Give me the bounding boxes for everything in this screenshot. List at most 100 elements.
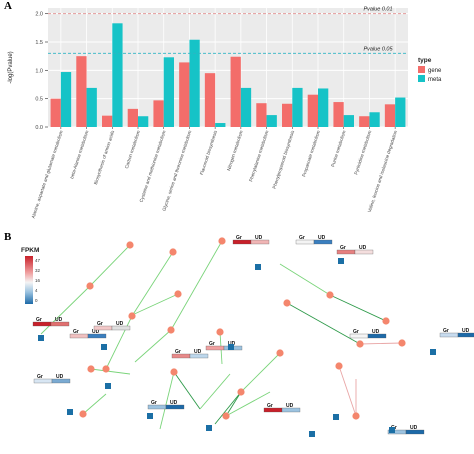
network-edge — [159, 371, 175, 430]
reference-line-label: Pvalue 0.05 — [363, 46, 393, 52]
plot-background — [48, 8, 408, 127]
enzyme-square — [105, 383, 111, 389]
y-axis-title: -log(Pvalue) — [8, 51, 14, 83]
bar-gene — [76, 56, 87, 127]
box-label-ud: UD — [194, 349, 202, 355]
metabolite-node — [218, 237, 226, 245]
bar-meta — [266, 115, 277, 127]
bar-gene — [230, 56, 241, 127]
expression-cell-ud — [87, 333, 107, 339]
panel-a-label: A — [4, 0, 12, 12]
bar-meta — [343, 115, 354, 127]
box-label-gr: Gr — [37, 374, 43, 380]
metabolite-node — [87, 365, 95, 373]
enzyme-square — [333, 414, 339, 420]
y-tick-label: 0.5 — [35, 97, 43, 103]
box-label-ud: UD — [55, 317, 63, 323]
network-edge — [129, 293, 179, 317]
network-edge — [359, 342, 403, 345]
expression-cell-ud — [51, 378, 71, 384]
colorbar-tick-label: 4 — [35, 288, 38, 293]
metabolite-node — [283, 299, 291, 307]
bar-gene — [50, 98, 61, 127]
network-edge — [105, 315, 133, 370]
bar-gene — [256, 103, 267, 127]
bar-gene — [153, 100, 164, 127]
colorbar-tick-label: 47 — [35, 258, 41, 263]
legend-label-meta: meta — [428, 77, 442, 83]
box-label-gr: Gr — [151, 400, 157, 406]
colorbar-tick-label: 32 — [35, 268, 41, 273]
enzyme-square — [101, 344, 107, 350]
colorbar-tick-label: 16 — [35, 278, 41, 283]
expression-cell-ud — [457, 332, 474, 338]
enzyme-square — [206, 425, 212, 431]
legend-swatch-meta — [418, 75, 425, 82]
box-label-ud: UD — [286, 403, 294, 409]
expression-cell-ud — [189, 353, 209, 359]
x-tick-label: Alanine, aspartate and glutamate metabol… — [31, 130, 64, 219]
metabolite-node — [102, 365, 110, 373]
box-label-gr: Gr — [209, 341, 215, 347]
x-tick-label: Purine metabolism — [330, 130, 347, 168]
network-edge — [279, 263, 331, 296]
box-label-gr: Gr — [353, 329, 359, 335]
bar-chart: 0.0 0.5 1.0 1.5 2.0 Alanine, aspartate and gl… — [8, 7, 442, 219]
x-tick-label: Phenylpropanoid biosynthesis — [272, 129, 296, 189]
expression-cell-ud — [50, 321, 70, 327]
x-tick-label: Carbon metabolism — [124, 130, 141, 170]
bar-gene — [359, 116, 370, 127]
bar-meta — [189, 39, 200, 127]
bar-gene — [384, 104, 396, 127]
colorbar — [25, 256, 33, 304]
network-edge — [131, 251, 174, 317]
x-tick-label: beta-Alanine metabolism — [69, 130, 89, 180]
x-tick-label: Flavonoid biosynthesis — [199, 129, 218, 175]
x-tick-label: Cysteine and methionine metabolism — [139, 130, 167, 203]
expression-cell-ud — [313, 239, 333, 245]
box-label-ud: UD — [318, 235, 326, 241]
metabolite-node — [335, 362, 343, 370]
x-tick-label: Valine, leucine and isoleucine degradati… — [367, 129, 398, 212]
network-edge — [199, 373, 231, 410]
bar-gene — [127, 108, 138, 127]
enzyme-square — [228, 344, 234, 350]
bar-meta — [60, 72, 72, 127]
enzyme-square — [147, 413, 153, 419]
y-tick-label: 2.0 — [35, 12, 43, 18]
colorbar-tick-label: 0 — [35, 298, 38, 303]
bar-meta — [369, 112, 380, 127]
metabolite-node — [382, 317, 390, 325]
enzyme-square — [255, 264, 261, 270]
network-edge — [170, 240, 223, 331]
enzyme-square — [430, 349, 436, 355]
box-label-gr: Gr — [267, 403, 273, 409]
expression-cell-ud — [354, 249, 374, 255]
box-label-gr: Gr — [36, 317, 42, 323]
expression-cell-ud — [165, 404, 185, 410]
metabolite-node — [126, 241, 134, 249]
box-label-ud: UD — [359, 245, 367, 251]
metabolite-node — [352, 412, 360, 420]
network-edge — [134, 329, 172, 363]
box-label-ud: UD — [56, 374, 64, 380]
box-label-ud: UD — [116, 321, 124, 327]
network-edge — [82, 393, 107, 415]
bar-meta — [86, 87, 97, 127]
expression-cell-ud — [250, 239, 270, 245]
x-tick-label: Pyrimidine metabolism — [353, 130, 372, 176]
metabolite-node — [79, 410, 87, 418]
enzyme-square — [309, 431, 315, 437]
metabolite-node — [169, 248, 177, 256]
legend-title: type — [418, 57, 432, 64]
x-tick-label: Nitrogen metabolism — [226, 130, 244, 172]
network-edge — [286, 302, 361, 345]
metabolite-node — [174, 290, 182, 298]
x-tick-label: Propanoate metabolism — [301, 130, 321, 178]
metabolite-node — [170, 368, 178, 376]
legend-swatch-gene — [418, 66, 425, 73]
metabolite-node — [222, 412, 230, 420]
metabolite-node — [86, 282, 94, 290]
metabolite-node — [326, 291, 334, 299]
